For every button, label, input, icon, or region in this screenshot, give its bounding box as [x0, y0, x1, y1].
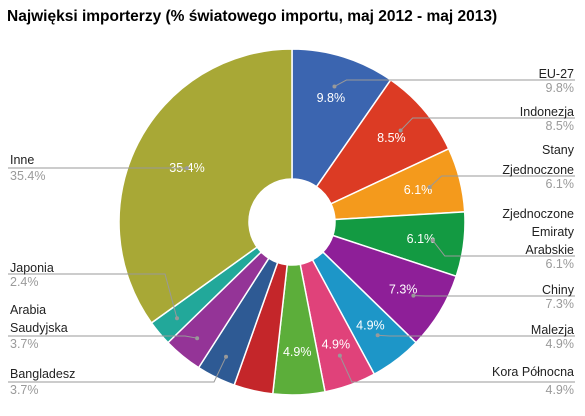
legend-label: Japonia	[10, 261, 54, 275]
leader-line	[8, 356, 227, 383]
leader-dot	[375, 333, 380, 338]
leader-dot	[430, 238, 435, 243]
slice-value-unlabeled-7: 4.9%	[283, 345, 312, 359]
legend-value: 4.9%	[546, 383, 575, 397]
leader-dot	[195, 336, 200, 341]
slice-value-chiny: 7.3%	[389, 282, 418, 296]
slice-value-zjednoczone-emiraty-arabskie: 6.1%	[407, 232, 436, 246]
legend-label: Zjednoczone	[502, 163, 574, 177]
leader-line	[377, 334, 575, 337]
legend-label: Zjednoczone	[502, 207, 574, 221]
legend-value: 35.4%	[10, 169, 45, 183]
leader-dot	[398, 128, 403, 133]
leader-line	[8, 335, 198, 339]
legend-eu-27: EU-279.8%	[332, 67, 575, 95]
slice-value-eu-27: 9.8%	[317, 91, 346, 105]
legend-value: 6.1%	[546, 177, 575, 191]
legend-label: Arabskie	[525, 243, 574, 257]
legend-label: Chiny	[542, 283, 575, 297]
legend-label: Kora Północna	[492, 365, 574, 379]
legend-label: EU-27	[539, 67, 574, 81]
legend-inne: Inne 35.4%	[8, 153, 190, 183]
slice-value-stany-zjednoczone: 6.1%	[404, 183, 433, 197]
legend-label: Malezja	[531, 323, 574, 337]
leader-dot	[224, 354, 229, 359]
legend-value: 3.7%	[10, 337, 39, 351]
legend-value: 2.4%	[10, 275, 39, 289]
legend-label: Arabia	[10, 303, 46, 317]
legend-label: Bangladesz	[10, 367, 75, 381]
legend-value: 6.1%	[546, 257, 575, 271]
slice-eu-27	[291, 48, 392, 188]
leader-dot	[332, 84, 337, 89]
leader-line	[432, 240, 575, 257]
legend-kora-polnocna: Kora Północna 4.9%	[337, 353, 575, 397]
legend-value: 3.7%	[10, 383, 39, 397]
legend-value: 4.9%	[546, 337, 575, 351]
slice-value-indonezja: 8.5%	[377, 131, 406, 145]
leader-line	[334, 79, 575, 87]
leader-line	[429, 175, 575, 188]
legend-label: Stany	[542, 143, 575, 157]
leader-line	[339, 355, 575, 383]
slice-value-kora-polnocna: 4.9%	[322, 337, 351, 351]
legend-value: 9.8%	[546, 81, 575, 95]
leader-dot	[174, 316, 179, 321]
leader-dot	[427, 185, 432, 190]
leader-dot	[337, 353, 342, 358]
legend-value: 7.3%	[546, 297, 575, 311]
leader-dot	[411, 293, 416, 298]
leader-dot	[185, 166, 190, 171]
slice-value-malezja: 4.9%	[356, 319, 385, 333]
slice-inne	[118, 48, 293, 324]
legend-label: Indonezja	[520, 105, 574, 119]
leader-line	[400, 117, 575, 131]
legend-bangladesz: Bangladesz 3.7%	[8, 354, 229, 397]
legend-value: 8.5%	[546, 119, 575, 133]
legend-arabia-saudyjska: Arabia Saudyjska 3.7%	[8, 303, 200, 351]
legend-label: Saudyjska	[10, 321, 68, 335]
chart-title: Najwięksi importerzy (% światowego impor…	[7, 8, 498, 25]
leader-line	[8, 273, 178, 319]
legend-label: Inne	[10, 153, 34, 167]
legend-label: Emiraty	[532, 225, 575, 239]
